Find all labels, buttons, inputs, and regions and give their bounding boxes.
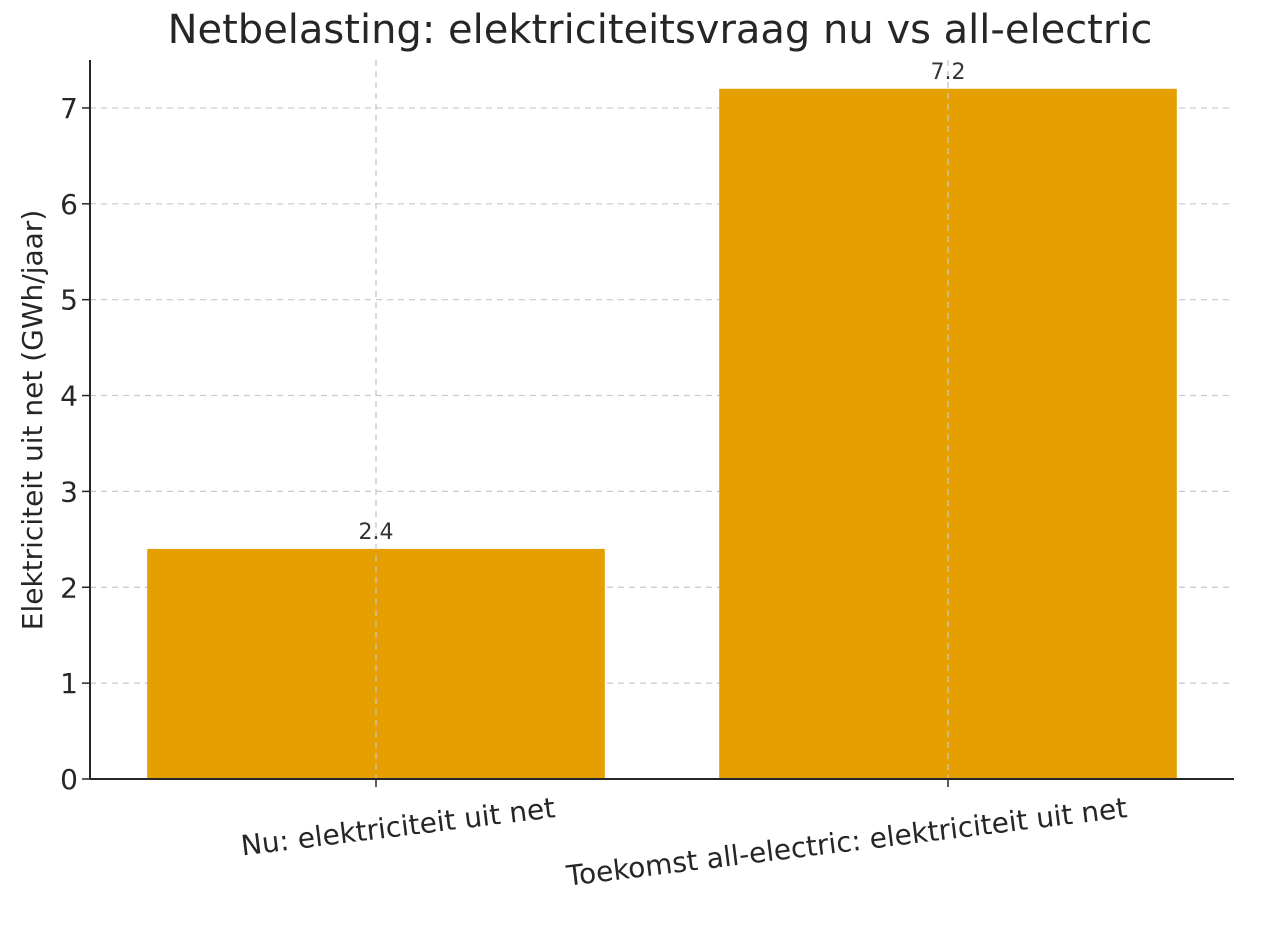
y-tick-label: 4 [60,380,78,413]
y-tick-label: 6 [60,188,78,221]
y-tick-label: 3 [60,475,78,508]
axis-layer [89,60,1234,780]
y-tick-label: 2 [60,571,78,604]
bar [147,548,605,779]
bar-layer [147,60,1177,779]
chart-title: Netbelasting: elektriciteitsvraag nu vs … [168,7,1153,53]
y-tick-label: 0 [60,763,78,796]
y-tick-label: 5 [60,284,78,317]
data-label: 2.4 [359,520,394,545]
y-tick-label: 1 [60,667,78,700]
data-label: 7.2 [931,60,966,85]
x-category-label: Toekomst all-electric: elektriciteit uit… [564,791,1129,893]
y-axis-label: Elektriciteit uit net (GWh/jaar) [16,210,49,631]
x-category-label: Nu: elektriciteit uit net [239,791,557,862]
tick-layer: 0 1 2 3 4 5 6 7 [60,92,949,796]
y-tick-label: 7 [60,92,78,125]
